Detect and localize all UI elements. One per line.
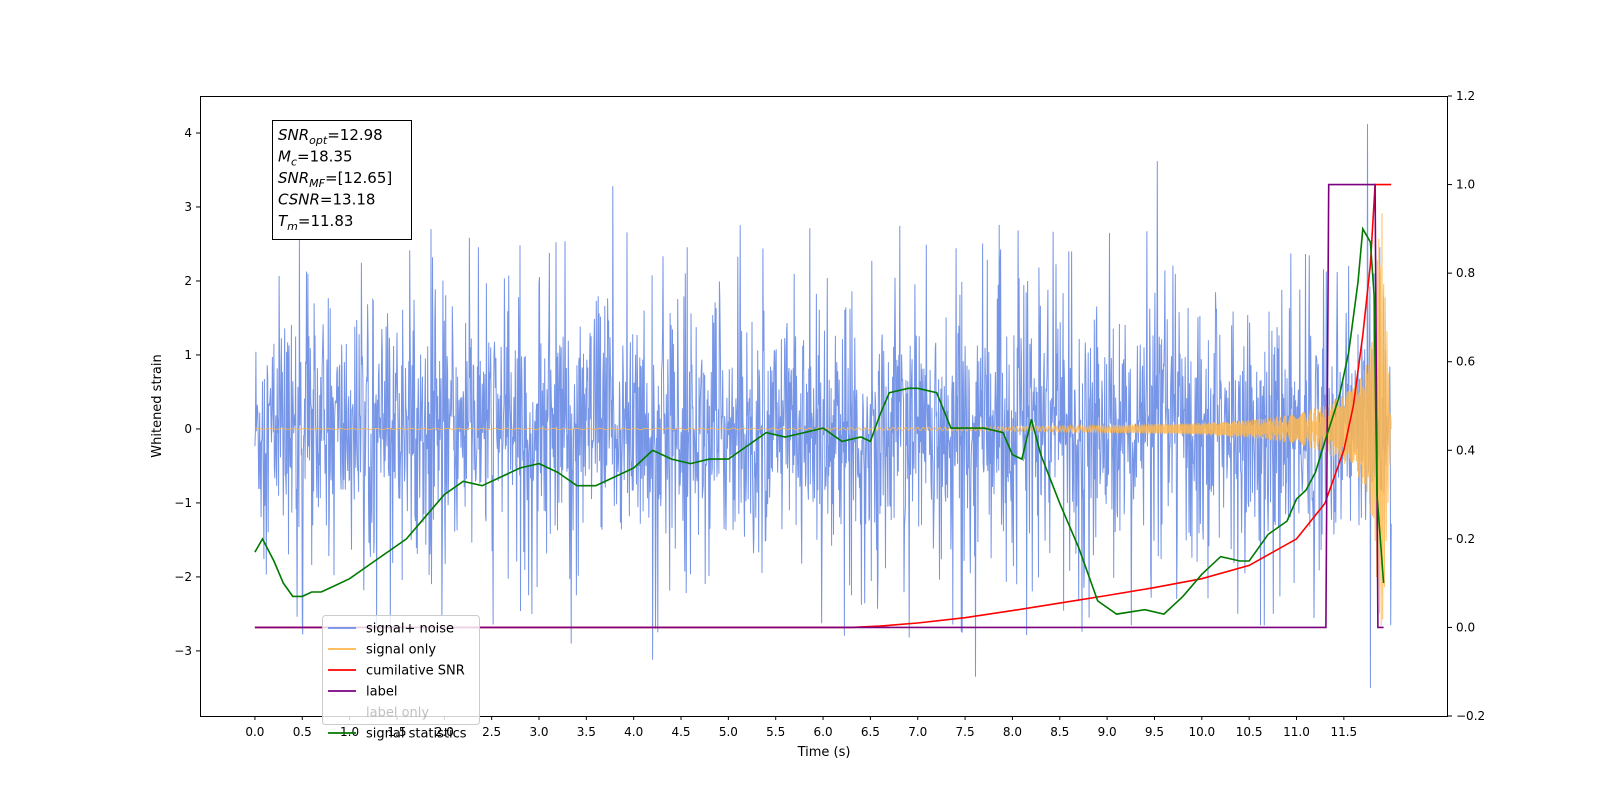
x-tick-label: 3.0 — [529, 725, 548, 739]
stats-line: SNRMF=[12.65] — [278, 169, 392, 190]
legend-label-label: label — [366, 685, 397, 700]
stats-subscript: m — [287, 220, 298, 233]
y-axis-left: 4 3 2 1 0 −1 −2 −3 — [174, 126, 200, 658]
x-tick-label: 0.0 — [245, 725, 264, 739]
y-axis-title: Whitened strain — [150, 354, 165, 457]
legend-label-signal-only: signal only — [366, 643, 436, 658]
y-axis-right: 1.2 1.0 0.8 0.6 0.4 0.2 0.0 −0.2 — [1448, 89, 1485, 723]
y-tick-label: −1 — [174, 496, 192, 510]
y-tick-label: −2 — [174, 570, 192, 584]
x-tick-label: 5.5 — [766, 725, 785, 739]
x-axis-title: Time (s) — [797, 745, 851, 760]
x-tick-label: 11.0 — [1283, 725, 1310, 739]
x-tick-label: 2.5 — [482, 725, 501, 739]
y2-tick-label: 0.8 — [1456, 266, 1475, 280]
stats-value: =13.18 — [320, 191, 376, 209]
x-tick-label: 3.5 — [577, 725, 596, 739]
stats-value: =[12.65] — [325, 169, 392, 187]
x-tick-label: 4.0 — [624, 725, 643, 739]
y-tick-label: 0 — [184, 422, 192, 436]
series-signal-noise-line — [254, 124, 1392, 688]
x-tick-label: 7.5 — [956, 725, 975, 739]
y-tick-label: −3 — [174, 644, 192, 658]
x-tick-label: 8.0 — [1003, 725, 1022, 739]
plot-frame — [200, 96, 1448, 717]
legend: signal+ noise signal only cumilative SNR la… — [322, 615, 480, 742]
x-tick-label: 9.5 — [1145, 725, 1164, 739]
x-tick-label: 9.0 — [1098, 725, 1117, 739]
y-tick-label: 2 — [184, 274, 192, 288]
legend-label-cumilative-snr: cumilative SNR — [366, 664, 465, 679]
y2-tick-label: 1.0 — [1456, 178, 1475, 192]
legend-label-signal-statistics: signal statistics — [366, 727, 467, 742]
x-tick-label: 0.5 — [293, 725, 312, 739]
x-tick-label: 11.5 — [1330, 725, 1357, 739]
y2-tick-label: −0.2 — [1456, 709, 1485, 723]
x-tick-label: 4.5 — [671, 725, 690, 739]
stats-value: =12.98 — [327, 126, 383, 144]
stats-annotation: SNRopt=12.98Mc=18.35SNRMF=[12.65]CSNR=13… — [272, 120, 412, 240]
stats-subscript: MF — [309, 177, 325, 190]
stats-quantity: CSNR — [278, 191, 320, 209]
series-label-line — [254, 183, 1384, 629]
x-tick-label: 8.5 — [1050, 725, 1069, 739]
x-tick-label: 6.5 — [861, 725, 880, 739]
stats-line: CSNR=13.18 — [278, 191, 375, 209]
stats-line: Mc=18.35 — [278, 148, 353, 169]
y2-tick-label: 1.2 — [1456, 89, 1475, 103]
y-tick-label: 1 — [184, 348, 192, 362]
stats-quantity: SNR — [278, 126, 309, 144]
x-tick-label: 6.0 — [814, 725, 833, 739]
x-tick-label: 1.0 — [340, 725, 359, 739]
x-axis: 0.0 0.5 1.0 1.5 2.0 2.5 3.0 3.5 4.0 4.5 5.0 5.5 6.0 6… — [245, 716, 1357, 739]
stats-value: =18.35 — [297, 148, 353, 166]
stats-line: SNRopt=12.98 — [278, 126, 383, 147]
legend-label-label-only: label only — [366, 706, 429, 721]
stats-annotation-box — [272, 120, 412, 240]
y2-tick-label: 0.2 — [1456, 532, 1475, 546]
legend-box — [322, 615, 480, 725]
x-tick-label: 10.0 — [1188, 725, 1215, 739]
y-tick-label: 4 — [184, 126, 192, 140]
y-tick-label: 3 — [184, 200, 192, 214]
stats-line: Tm=11.83 — [278, 212, 353, 233]
y2-tick-label: 0.6 — [1456, 355, 1475, 369]
stats-subscript: c — [291, 156, 297, 169]
x-tick-label: 10.5 — [1236, 725, 1263, 739]
stats-value: =11.83 — [298, 212, 354, 230]
stats-subscript: opt — [309, 134, 328, 147]
x-tick-label: 7.0 — [908, 725, 927, 739]
series-cumilative-snr-line — [254, 183, 1392, 629]
stats-quantity: M — [278, 148, 291, 166]
x-tick-label: 2.0 — [435, 725, 454, 739]
y2-tick-label: 0.4 — [1456, 443, 1475, 457]
x-tick-label: 1.5 — [387, 725, 406, 739]
series-layer — [254, 124, 1392, 688]
x-tick-label: 5.0 — [719, 725, 738, 739]
stats-quantity: SNR — [278, 169, 309, 187]
stats-quantity: T — [278, 212, 289, 230]
legend-label-signal-noise: signal+ noise — [366, 622, 454, 637]
y2-tick-label: 0.0 — [1456, 620, 1475, 634]
series-signal-statistics-line — [254, 226, 1385, 615]
series-signal-only-line — [254, 213, 1392, 626]
